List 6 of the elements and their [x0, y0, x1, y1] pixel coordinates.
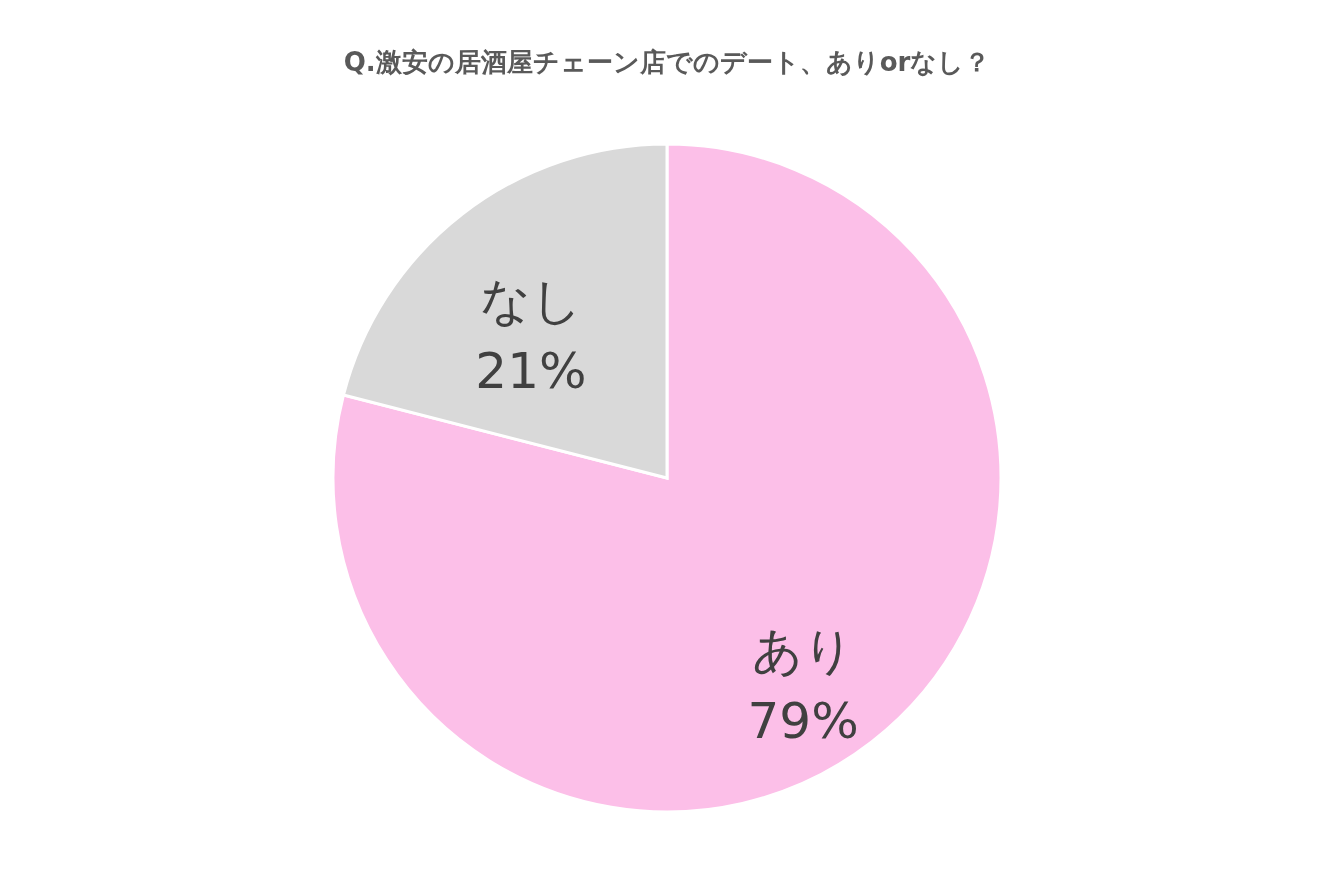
data-label: 21% — [475, 341, 587, 400]
data-label: 79% — [747, 692, 859, 751]
chart-title: Q.激安の居酒屋チェーン店でのデート、ありorなし？ — [343, 47, 991, 77]
pie-slice — [331, 142, 1003, 814]
slice-label: あり — [752, 622, 855, 681]
slice-label: なし — [479, 271, 582, 330]
